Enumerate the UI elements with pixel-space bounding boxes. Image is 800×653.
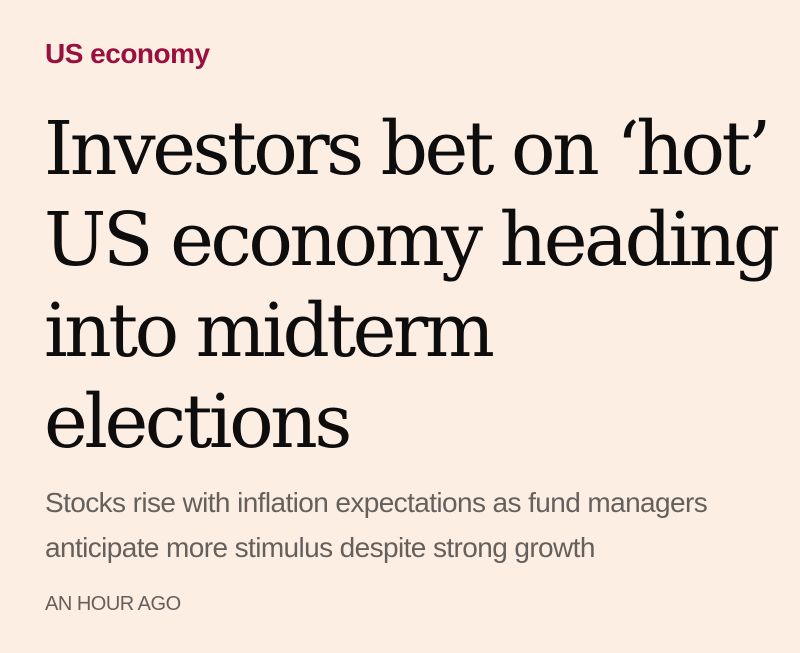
article-headline[interactable]: Investors bet on ‘hot’ US economy headin… [44, 106, 780, 465]
article-standfirst: Stocks rise with inflation expectations … [45, 487, 708, 563]
topic-link[interactable]: US economy [45, 38, 210, 69]
publish-timestamp: AN HOUR AGO [45, 593, 181, 615]
